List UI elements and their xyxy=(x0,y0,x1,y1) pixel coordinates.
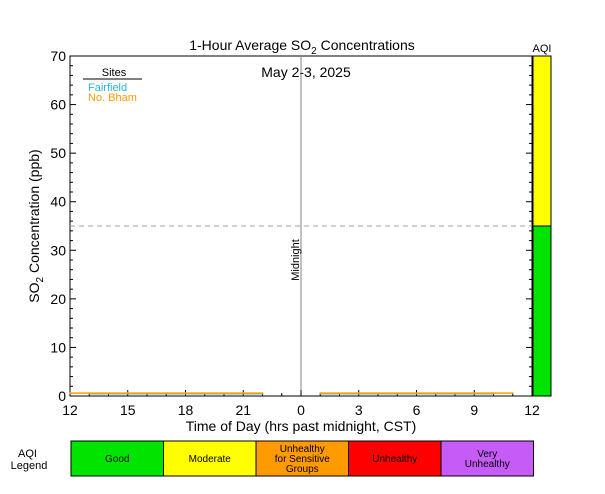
x-tick-label: 21 xyxy=(235,402,251,418)
y-axis-label: SO2 Concentration (ppb) xyxy=(26,149,46,302)
x-tick-label: 12 xyxy=(524,402,540,418)
x-tick-label: 18 xyxy=(178,402,194,418)
aqi-band xyxy=(532,55,552,227)
aqi-legend-title: AQI Legend xyxy=(11,448,48,472)
data-point xyxy=(396,392,399,394)
aqi-legend-box xyxy=(255,440,349,477)
y-axis: 0 10 20 30 40 50 60 70 xyxy=(50,48,532,404)
data-point xyxy=(473,392,476,394)
aqi-legend-text: Good xyxy=(105,454,129,465)
data-point xyxy=(88,392,91,394)
aqi-legend-box xyxy=(348,440,442,477)
aqi-side-bar: AQI xyxy=(532,43,552,397)
data-point xyxy=(319,392,322,394)
data-point xyxy=(511,392,514,394)
x-axis-label: Time of Day (hrs past midnight, CST) xyxy=(186,418,417,434)
data-point xyxy=(184,392,187,394)
data-point xyxy=(434,392,437,394)
date-label: May 2-3, 2025 xyxy=(261,64,351,80)
y-tick-label: 10 xyxy=(50,339,66,355)
y-tick-label: 40 xyxy=(50,194,66,210)
aqi-legend-text: for Sensitive xyxy=(275,454,330,465)
aqi-legend-text: Unhealthy xyxy=(465,459,510,470)
data-point xyxy=(261,392,264,394)
series-layer xyxy=(69,392,514,395)
x-tick-label: 0 xyxy=(297,402,305,418)
aqi-legend-box xyxy=(440,440,534,477)
aqi-legend-box xyxy=(70,440,164,477)
x-tick-label: 15 xyxy=(120,402,136,418)
legend-title: Sites xyxy=(102,67,127,79)
data-point xyxy=(454,392,456,394)
chart-title: 1-Hour Average SO2 Concentrations xyxy=(189,37,415,57)
x-tick-label: 9 xyxy=(470,402,478,418)
aqi-legend-text: Moderate xyxy=(189,454,232,465)
x-tick-label: 3 xyxy=(355,402,363,418)
data-point xyxy=(203,392,206,394)
x-tick-label: 12 xyxy=(62,402,78,418)
midnight-label: Midnight xyxy=(290,239,302,281)
data-point xyxy=(165,392,168,394)
legend-entry-fairfield: Fairfield xyxy=(88,82,127,94)
data-point xyxy=(223,392,225,394)
series-no-bham xyxy=(69,392,514,394)
data-point xyxy=(242,392,245,394)
y-tick-label: 60 xyxy=(50,97,66,113)
data-point xyxy=(492,392,495,394)
aqi-band xyxy=(532,225,552,397)
data-point xyxy=(69,392,71,394)
y-tick-label: 50 xyxy=(50,145,66,161)
data-point xyxy=(126,392,129,394)
aqi-legend-text: Very xyxy=(477,449,497,460)
data-point xyxy=(107,392,110,394)
aqi-legend-text: Unhealthy xyxy=(280,444,325,455)
legend-entry-no-bham: No. Bham xyxy=(88,92,137,104)
sites-legend: Sites Fairfield No. Bham xyxy=(83,67,142,104)
y-tick-label: 30 xyxy=(50,242,66,258)
aqi-legend-text: Groups xyxy=(286,464,319,475)
aqi-bar-label: AQI xyxy=(533,43,552,55)
data-point xyxy=(146,392,148,394)
y-tick-label: 70 xyxy=(50,48,66,64)
y-tick-label: 0 xyxy=(58,388,66,404)
data-point xyxy=(377,392,379,394)
aqi-legend-text: Unhealthy xyxy=(372,454,417,465)
data-point xyxy=(338,392,341,394)
x-tick-label: 6 xyxy=(413,402,421,418)
data-point xyxy=(415,392,418,394)
y-tick-label: 20 xyxy=(50,291,66,307)
data-point xyxy=(357,392,360,394)
